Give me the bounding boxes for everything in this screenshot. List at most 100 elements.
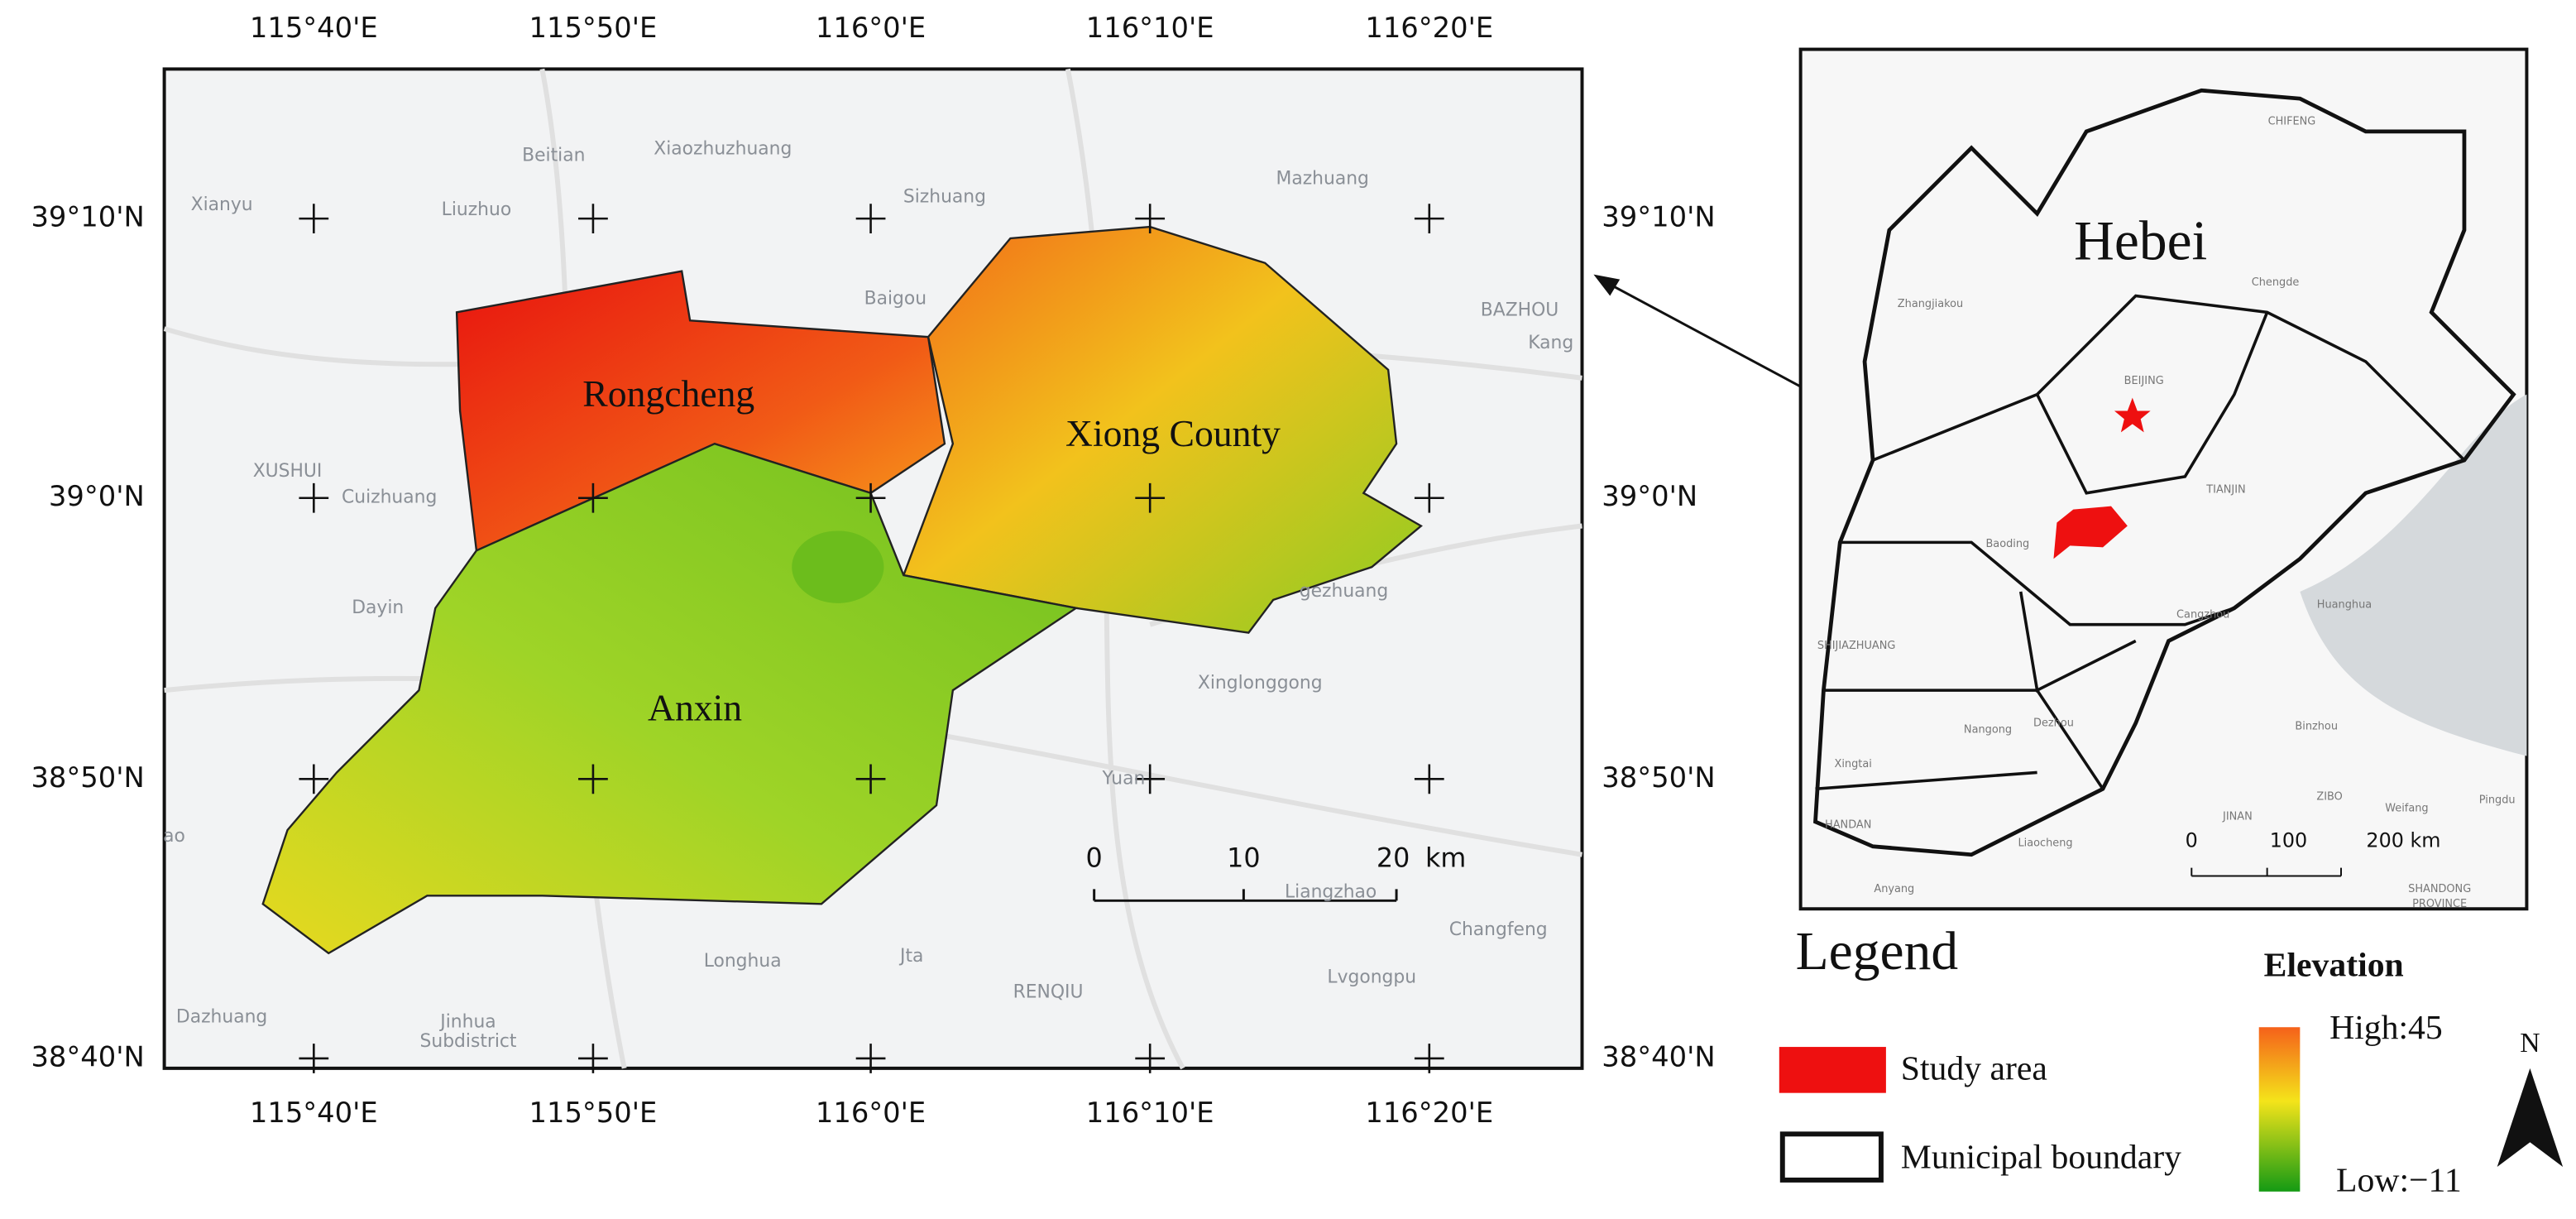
inset-scale-label: 200 km bbox=[2366, 828, 2440, 852]
place-label: Beitian bbox=[522, 146, 585, 166]
legend-swatch-study bbox=[1779, 1047, 1886, 1093]
cross bbox=[1135, 1044, 1166, 1073]
inset-place-label: Zhangjiakou bbox=[1898, 298, 1963, 310]
place-label: Dayin bbox=[352, 598, 404, 618]
cross bbox=[1414, 1044, 1444, 1073]
cross bbox=[855, 764, 886, 794]
capital-star bbox=[2114, 397, 2151, 433]
scale-ticks bbox=[1093, 889, 1398, 901]
legend-item: Study area bbox=[1901, 1049, 2047, 1087]
place-label: gezhuang bbox=[1300, 581, 1388, 602]
lat-label: 38°40'N bbox=[1602, 1040, 1715, 1073]
inset-place-label: ZIBO bbox=[2316, 791, 2342, 804]
cross bbox=[1135, 764, 1166, 794]
place-label: Jinhua bbox=[438, 1011, 496, 1032]
cross bbox=[1414, 764, 1444, 794]
place-label: Xinglonggong bbox=[1198, 673, 1323, 693]
place-label: Kang bbox=[1528, 333, 1573, 353]
scale-label: 20 bbox=[1377, 844, 1410, 874]
cross bbox=[578, 482, 608, 513]
cross bbox=[578, 764, 608, 794]
place-label: Xianyu bbox=[191, 194, 253, 215]
cross bbox=[578, 204, 608, 234]
place-label: Longhua bbox=[704, 951, 782, 972]
cross bbox=[299, 482, 329, 513]
place-label: Changfeng bbox=[1449, 919, 1548, 940]
lat-label: 39°0'N bbox=[49, 480, 145, 512]
inset-place-label: Dezhou bbox=[2033, 717, 2074, 729]
inset-place-label: BEIJING bbox=[2124, 375, 2164, 387]
inset-scale-ticks bbox=[2191, 867, 2342, 876]
inset-place-label: Binzhou bbox=[2295, 720, 2338, 732]
place-label: XUSHUI bbox=[253, 461, 323, 482]
lon-label: 115°40'E bbox=[250, 12, 378, 44]
cross bbox=[1135, 482, 1166, 513]
cross bbox=[855, 1044, 886, 1073]
sea bbox=[2300, 394, 2527, 756]
cross bbox=[299, 764, 329, 794]
legend-item: Municipal boundary bbox=[1901, 1139, 2181, 1177]
cross bbox=[299, 204, 329, 234]
scale-label: 10 bbox=[1227, 844, 1260, 874]
lon-label: 116°0'E bbox=[816, 1097, 926, 1129]
elevation-high: High:45 bbox=[2329, 1009, 2443, 1047]
place-label: Jta bbox=[898, 946, 923, 967]
place-label: Mazhuang bbox=[1276, 168, 1369, 189]
inset-place-label: SHANDONG bbox=[2408, 883, 2471, 895]
place-label: Sizhuang bbox=[903, 186, 986, 207]
inset-place-label: CHIFENG bbox=[2268, 115, 2316, 127]
inset-place-label: Weifang bbox=[2385, 803, 2428, 815]
place-label: RENQIU bbox=[1013, 982, 1084, 1003]
scale-label: km bbox=[1425, 844, 1466, 874]
place-label: Yuan bbox=[1101, 768, 1145, 789]
lake bbox=[792, 530, 884, 603]
lon-label: 115°40'E bbox=[250, 1097, 378, 1129]
inset-place-label: TIANJIN bbox=[2205, 483, 2245, 496]
inset-place-label: Huanghua bbox=[2317, 598, 2372, 611]
place-label: ao bbox=[163, 826, 185, 847]
inset-place-label: SHIJIAZHUANG bbox=[1817, 640, 1896, 652]
lat-label: 38°40'N bbox=[31, 1040, 144, 1073]
cross bbox=[1414, 204, 1444, 234]
cross bbox=[1414, 482, 1444, 513]
study-area-inset bbox=[2053, 506, 2128, 559]
region-label: Hebei bbox=[2074, 209, 2207, 271]
graticule bbox=[299, 204, 1444, 1073]
lon-label: 115°50'E bbox=[529, 12, 658, 44]
hebei-outline bbox=[1813, 88, 2516, 857]
cross bbox=[855, 482, 886, 513]
inset-place-label: HANDAN bbox=[1825, 818, 1871, 831]
north-arrow bbox=[2497, 1068, 2564, 1168]
municipal-boundaries bbox=[1815, 294, 2466, 791]
inset-place-label: Xingtai bbox=[1835, 758, 1872, 770]
place-label: Lvgongpu bbox=[1327, 967, 1416, 988]
county-label: Anxin bbox=[648, 686, 742, 728]
county-label: Rongcheng bbox=[582, 372, 754, 415]
lon-label: 116°10'E bbox=[1086, 1097, 1214, 1129]
place-label: Baigou bbox=[864, 288, 926, 309]
elevation-ramp bbox=[2258, 1027, 2301, 1192]
lon-label: 115°50'E bbox=[529, 1097, 658, 1129]
inset-scale-label: 0 bbox=[2186, 828, 2198, 852]
place-label: BAZHOU bbox=[1481, 300, 1559, 320]
inset-place-label: Anyang bbox=[1874, 883, 1914, 895]
lat-label: 39°0'N bbox=[1602, 480, 1697, 512]
lon-label: 116°0'E bbox=[816, 12, 926, 44]
lat-label: 38°50'N bbox=[31, 761, 144, 794]
lon-label: 116°10'E bbox=[1086, 12, 1214, 44]
lat-label: 39°10'N bbox=[31, 201, 144, 233]
place-label: Xiaozhuzhuang bbox=[654, 139, 792, 160]
inset-place-label: Cangzhou bbox=[2176, 608, 2229, 621]
inset-place-label: Nangong bbox=[1964, 723, 2012, 736]
cross bbox=[299, 1044, 329, 1073]
inset-scale-label: 100 bbox=[2270, 828, 2307, 852]
place-label: Subdistrict bbox=[420, 1031, 517, 1052]
inset-place-label: Baoding bbox=[1985, 538, 2029, 550]
scale-label: 0 bbox=[1086, 844, 1103, 874]
legend-swatch-boundary bbox=[1779, 1131, 1884, 1183]
lon-label: 116°20'E bbox=[1365, 1097, 1493, 1129]
cross bbox=[578, 1044, 608, 1073]
elevation-title: Elevation bbox=[2264, 946, 2404, 984]
